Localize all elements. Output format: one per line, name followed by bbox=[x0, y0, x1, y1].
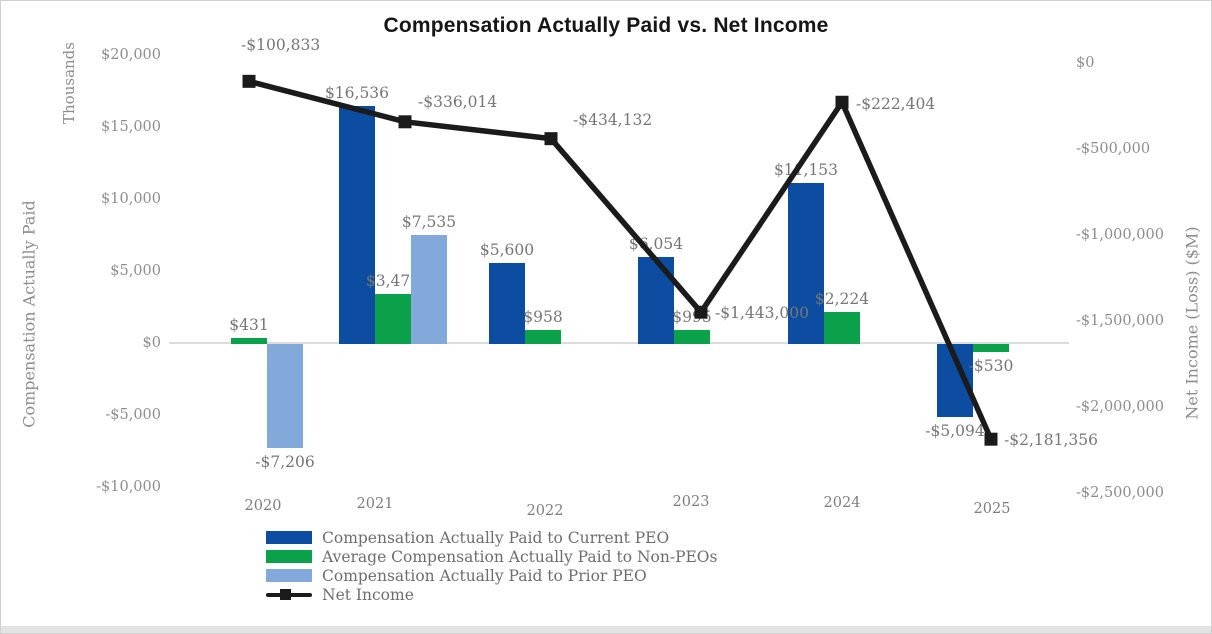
bar-non-peo bbox=[674, 329, 710, 344]
right-axis-tick: -$1,500,000 bbox=[1076, 313, 1164, 329]
bar-non-peo bbox=[375, 293, 411, 344]
bar-current-peo bbox=[638, 256, 674, 344]
net-income-data-label: -$222,404 bbox=[856, 95, 936, 114]
legend-color-swatch-icon bbox=[266, 569, 312, 582]
net-income-data-label: -$1,443,000 bbox=[715, 304, 809, 323]
bar-prior-peo bbox=[411, 235, 447, 344]
right-axis-title: Net Income (Loss) ($M) bbox=[1182, 226, 1202, 420]
left-axis-title: Compensation Actually Paid bbox=[19, 200, 39, 428]
legend-label: Compensation Actually Paid to Current PE… bbox=[322, 528, 670, 547]
chart-legend: Compensation Actually Paid to Current PE… bbox=[266, 528, 717, 604]
legend-label: Net Income bbox=[322, 585, 414, 604]
bar-current-peo bbox=[489, 263, 525, 344]
bar-data-label: -$5,094 bbox=[925, 422, 985, 441]
bar-data-label: -$530 bbox=[968, 356, 1014, 375]
left-axis-tick: $5,000 bbox=[110, 263, 161, 279]
bar-data-label: $6,054 bbox=[628, 234, 684, 253]
legend-label: Compensation Actually Paid to Prior PEO bbox=[322, 566, 647, 585]
window-bottom-edge bbox=[1, 626, 1211, 633]
net-income-marker bbox=[398, 115, 412, 129]
bar-data-label: $11,153 bbox=[773, 161, 839, 180]
legend-color-swatch-icon bbox=[266, 550, 312, 563]
left-axis-tick: -$5,000 bbox=[105, 407, 161, 423]
bar-data-label: $431 bbox=[229, 315, 269, 334]
bar-non-peo bbox=[231, 337, 267, 344]
x-axis-year-label: 2021 bbox=[356, 496, 394, 512]
bar-data-label: $16,536 bbox=[324, 83, 390, 102]
legend-item-series-0: Compensation Actually Paid to Current PE… bbox=[266, 528, 717, 547]
legend-label: Average Compensation Actually Paid to No… bbox=[322, 547, 718, 566]
net-income-data-label: -$100,833 bbox=[241, 36, 321, 55]
right-axis-tick: -$1,000,000 bbox=[1076, 227, 1164, 243]
zero-gridline bbox=[169, 342, 1069, 344]
bar-data-label: -$7,206 bbox=[255, 452, 315, 471]
left-axis-tick: $10,000 bbox=[101, 191, 161, 207]
x-axis-year-label: 2025 bbox=[973, 501, 1011, 517]
right-axis-tick: $0 bbox=[1076, 55, 1095, 71]
x-axis-year-label: 2022 bbox=[526, 503, 564, 519]
right-axis-tick: -$2,500,000 bbox=[1076, 485, 1164, 501]
chart-title: Compensation Actually Paid vs. Net Incom… bbox=[383, 14, 829, 37]
left-axis-tick: $20,000 bbox=[101, 47, 161, 63]
net-income-marker bbox=[544, 132, 558, 146]
x-axis-year-label: 2024 bbox=[823, 495, 861, 511]
right-axis-tick: -$500,000 bbox=[1076, 141, 1151, 157]
bar-data-label: $5,600 bbox=[479, 241, 535, 260]
right-axis-tick: -$2,000,000 bbox=[1076, 399, 1164, 415]
x-axis-year-label: 2023 bbox=[672, 494, 710, 510]
left-axis-tick: -$10,000 bbox=[96, 479, 161, 495]
legend-item-series-1: Average Compensation Actually Paid to No… bbox=[266, 547, 717, 566]
legend-color-swatch-icon bbox=[266, 531, 312, 544]
net-income-marker bbox=[835, 95, 849, 109]
net-income-data-label: -$336,014 bbox=[418, 92, 498, 111]
bar-data-label: $7,535 bbox=[401, 213, 457, 232]
left-axis-tick: $0 bbox=[142, 335, 161, 351]
net-income-data-label: -$434,132 bbox=[573, 110, 653, 129]
bar-non-peo bbox=[824, 311, 860, 344]
net-income-marker bbox=[242, 74, 256, 88]
net-income-data-label: -$2,181,356 bbox=[1004, 431, 1098, 450]
legend-line-swatch-icon bbox=[266, 588, 312, 601]
bar-non-peo bbox=[973, 344, 1009, 352]
bar-data-label: $958 bbox=[523, 308, 563, 327]
bar-prior-peo bbox=[267, 344, 303, 448]
bar-current-peo bbox=[937, 344, 973, 418]
legend-item-net-income: Net Income bbox=[266, 585, 717, 604]
bar-non-peo bbox=[525, 330, 561, 344]
x-axis-year-label: 2020 bbox=[244, 498, 282, 514]
legend-item-series-2: Compensation Actually Paid to Prior PEO bbox=[266, 566, 717, 585]
left-axis-tick: $15,000 bbox=[101, 119, 161, 135]
